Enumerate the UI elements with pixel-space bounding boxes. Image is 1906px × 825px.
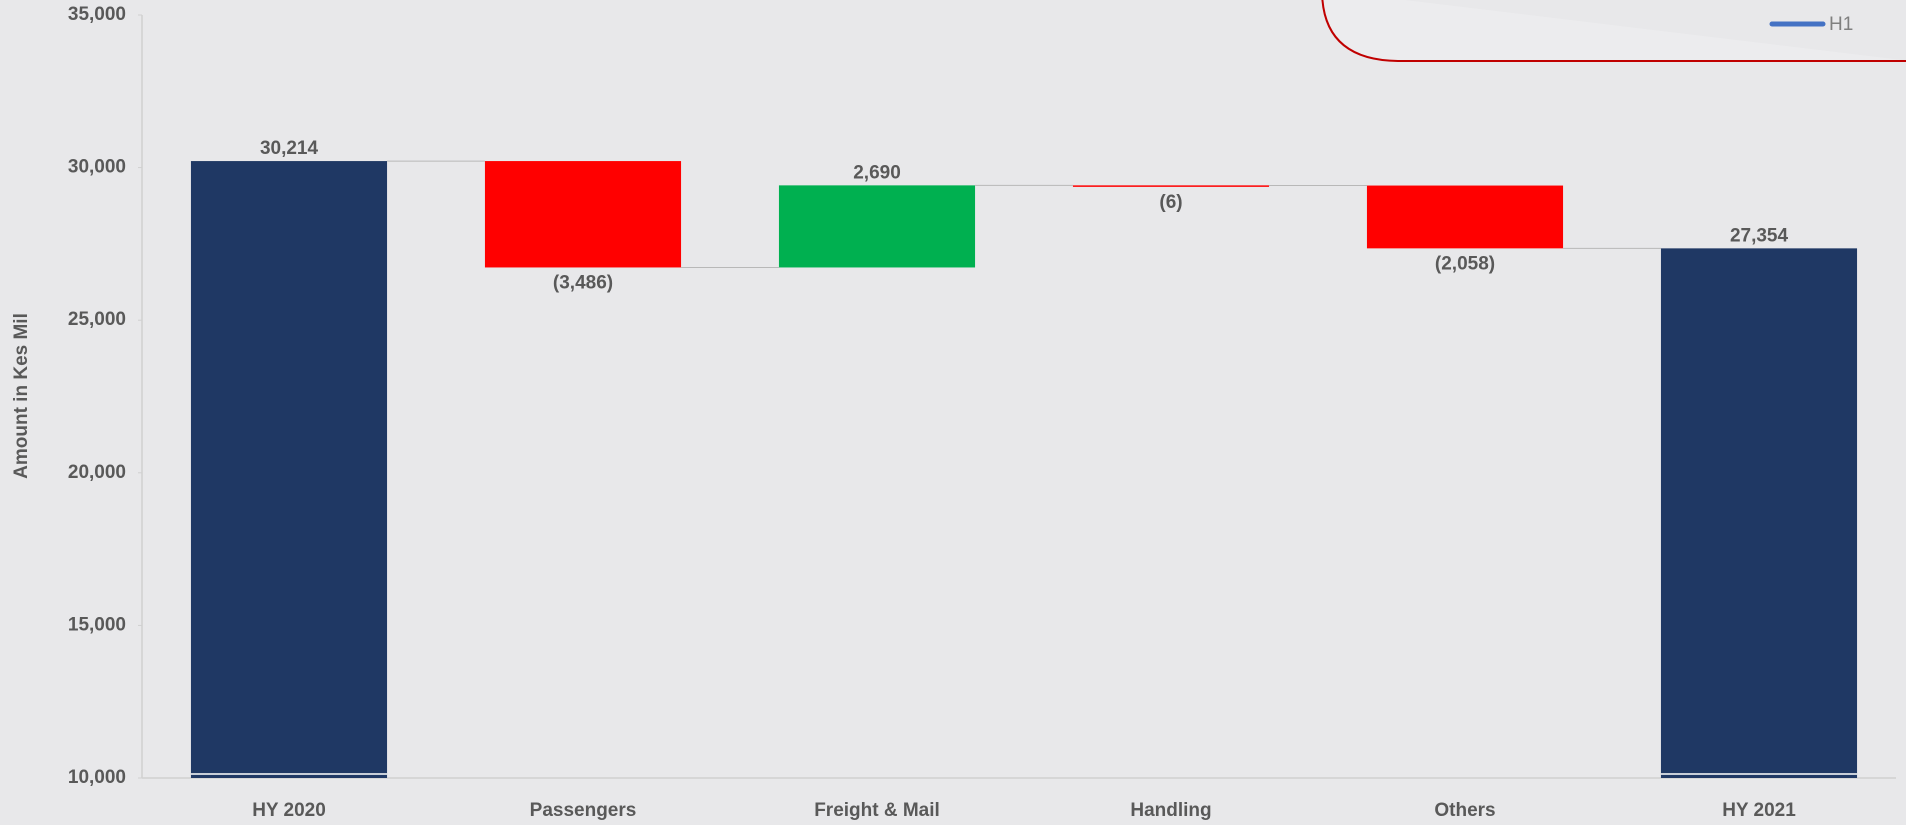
value-label: (6) [1159,192,1182,213]
x-tick-label: Freight & Mail [814,800,940,821]
legend-box [1321,0,1906,62]
total-bar [1660,248,1858,778]
x-tick-label: HY 2021 [1722,800,1796,821]
value-label: (3,486) [553,272,613,293]
total-bar [190,161,388,778]
value-label: 2,690 [853,162,901,183]
value-label: (2,058) [1435,253,1495,274]
change-bar [1072,185,1270,187]
change-bar [778,185,976,268]
y-tick-label: 25,000 [68,309,126,330]
x-tick-label: HY 2020 [252,800,326,821]
y-tick-label: 10,000 [68,767,126,788]
x-tick-label: Handling [1130,800,1211,821]
x-tick-label: Passengers [530,800,637,821]
y-axis-label: Amount in Kes Mil [11,313,32,479]
legend-label: H1 [1829,14,1853,35]
y-tick-label: 20,000 [68,462,126,483]
change-bar [1366,185,1564,249]
y-tick-label: 15,000 [68,614,126,635]
x-tick-label: Others [1434,800,1495,821]
y-tick-label: 30,000 [68,157,126,178]
value-label: 27,354 [1730,225,1789,246]
change-bar [484,161,682,268]
value-label: 30,214 [260,138,319,159]
y-tick-label: 35,000 [68,4,126,25]
